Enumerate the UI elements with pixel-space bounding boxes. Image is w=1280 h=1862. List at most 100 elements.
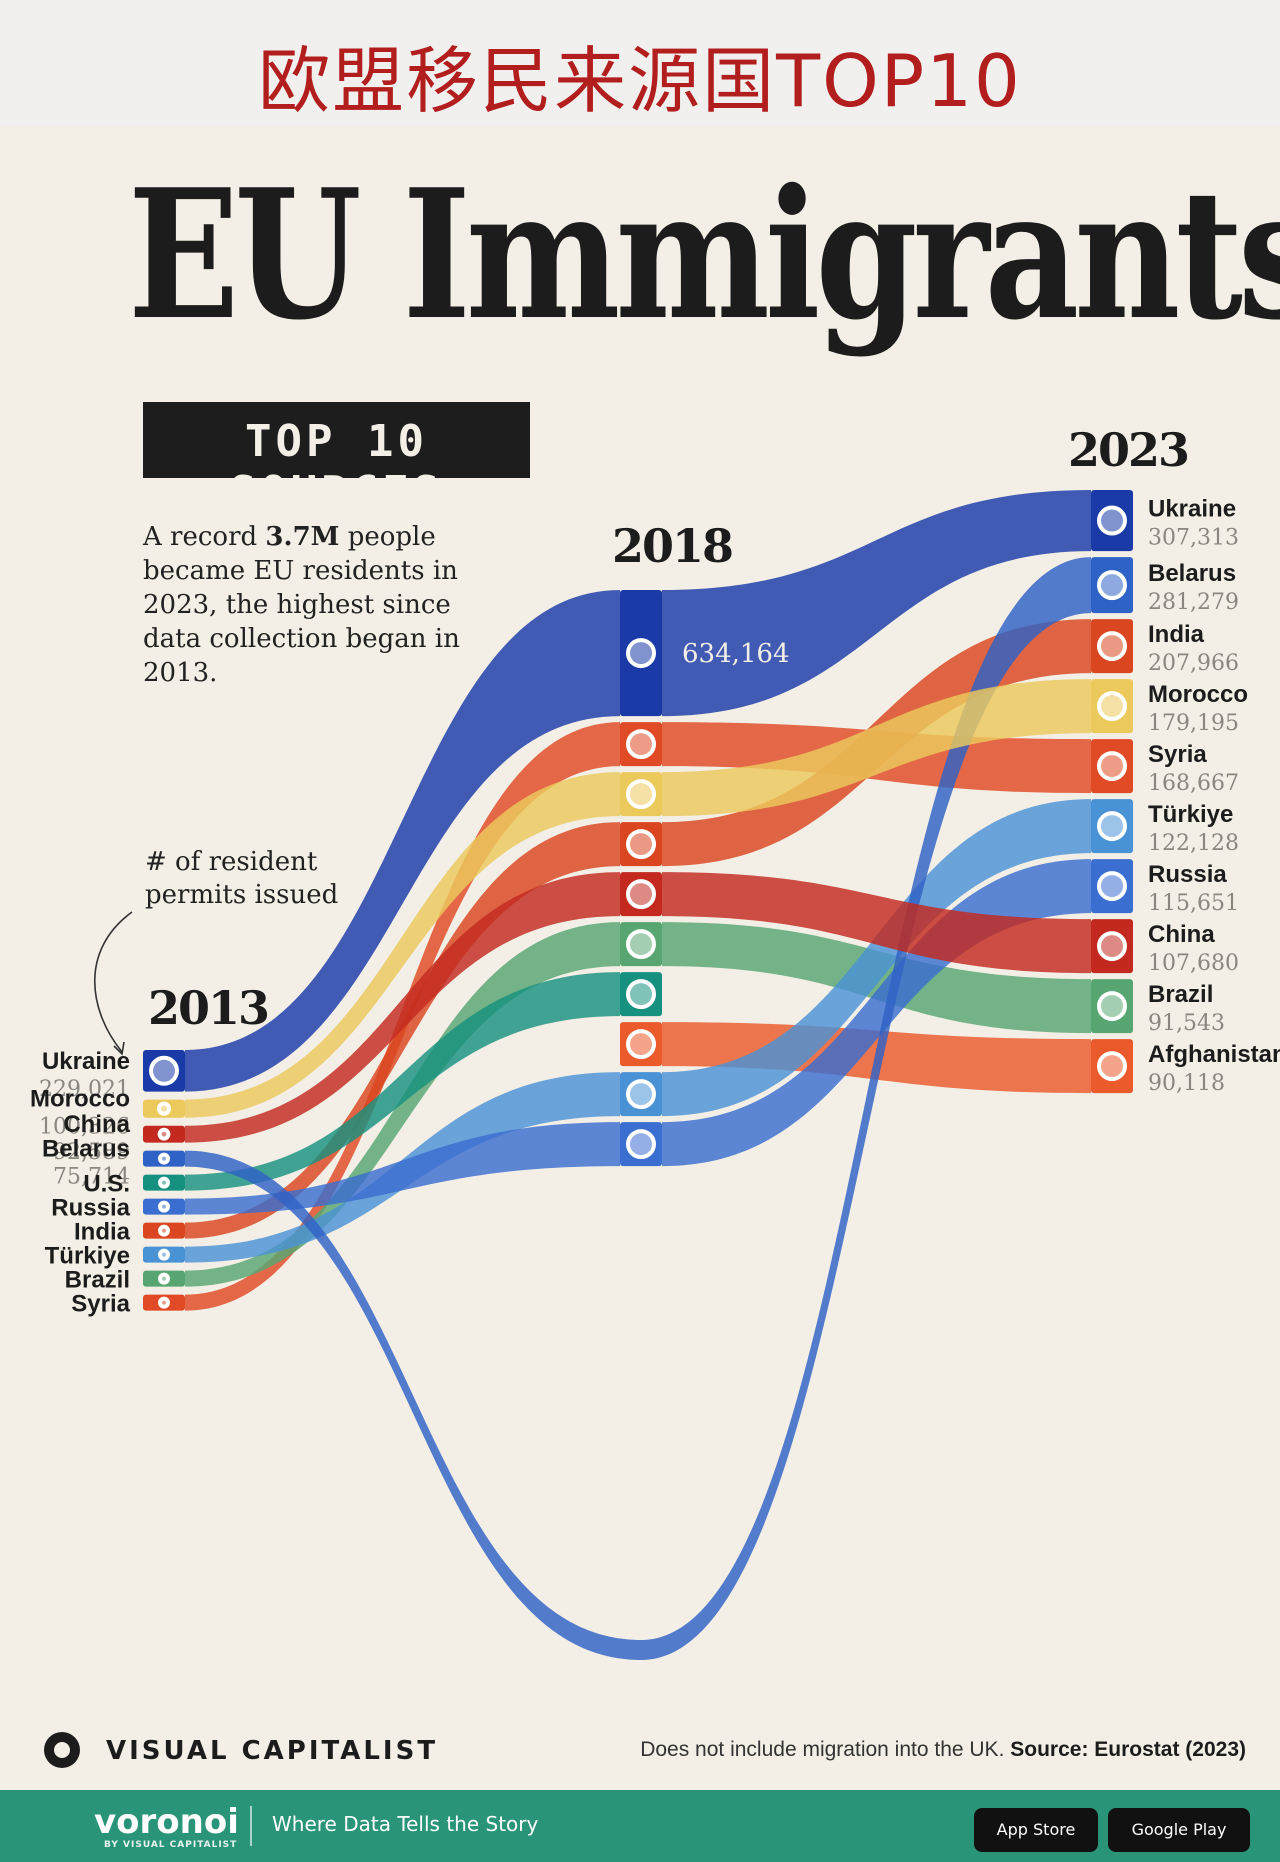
flag-inner-russia-2018 — [630, 1133, 652, 1156]
note-text: Does not include migration into the UK. — [640, 1738, 1011, 1761]
vc-brand: VISUAL CAPITALIST — [106, 1736, 439, 1766]
flag-inner-brazil-2018 — [630, 933, 652, 956]
flow-brazil-2013 — [185, 922, 620, 1287]
value-2023-t-rkiye: 122,128 — [1148, 831, 1239, 856]
app-store-button[interactable]: App Store — [974, 1808, 1098, 1852]
flag-inner-india-2018 — [630, 833, 652, 856]
top-banner: 欧盟移民来源国TOP10 — [0, 0, 1280, 126]
flag-inner-belarus-2013 — [162, 1156, 166, 1161]
flag-inner-morocco-2018 — [630, 783, 652, 806]
flag-inner-belarus-2023 — [1101, 574, 1123, 597]
flag-inner-morocco-2023 — [1101, 695, 1123, 718]
flag-inner-india-2023 — [1101, 635, 1123, 658]
flow-ukraine-2018 — [662, 490, 1091, 717]
value-2013-ukraine: 229,021 — [39, 1077, 130, 1102]
flag-inner-brazil-2013 — [162, 1276, 166, 1281]
value-2023-afghanistan: 90,118 — [1148, 1071, 1225, 1096]
subtitle-box: TOP 10 SOURCES — [143, 402, 530, 518]
value-2023-ukraine: 307,313 — [1148, 526, 1239, 551]
flow-belarus-2013a — [185, 1150, 641, 1660]
flag-inner-t-rkiye-2023 — [1101, 815, 1123, 838]
label-2013-ukraine: Ukraine — [42, 1048, 130, 1075]
flag-inner-syria-2018 — [630, 733, 652, 756]
label-2023-afghanistan: Afghanistan — [1148, 1041, 1280, 1068]
annotation-arrowhead — [113, 1041, 125, 1056]
value-2018-ukraine: 634,164 — [682, 639, 790, 669]
flag-inner-brazil-2023 — [1101, 995, 1123, 1018]
subtitle: TOP 10 SOURCES — [229, 416, 444, 518]
label-2013-syria: Syria — [71, 1291, 130, 1318]
year-label-2018: 2018 — [612, 519, 732, 573]
intro-pre: A record — [143, 522, 266, 552]
year-label-2013: 2013 — [148, 981, 268, 1035]
flag-inner-afghanistan-2018 — [630, 1033, 652, 1056]
flag-inner-morocco-2013 — [160, 1105, 168, 1112]
source-text: Source: Eurostat (2023) — [1010, 1738, 1246, 1761]
value-2013-china: 92,589 — [53, 1140, 130, 1165]
flag-inner-afghanistan-2023 — [1101, 1055, 1123, 1078]
value-2023-china: 107,680 — [1148, 951, 1239, 976]
permits-note: # of resident permits issued — [145, 847, 339, 910]
flag-inner-t-rkiye-2018 — [630, 1083, 652, 1106]
flag-inner-syria-2013 — [162, 1300, 166, 1305]
label-2013-india: India — [74, 1219, 131, 1246]
value-2013-morocco: 100,326 — [39, 1115, 130, 1140]
flag-inner-india-2013 — [162, 1228, 166, 1233]
flag-inner-ukraine-2018 — [630, 642, 652, 665]
label-2013-u-s: U.S. — [83, 1171, 130, 1198]
label-2013-china: China — [63, 1111, 130, 1138]
flag-inner-russia-2013 — [162, 1204, 166, 1209]
flag-inner-russia-2023 — [1101, 875, 1123, 898]
label-2023-india: India — [1148, 621, 1205, 648]
year-label-2023: 2023 — [1068, 423, 1188, 477]
flow-u-s-2013 — [185, 972, 620, 1191]
flow-ukraine-2013 — [185, 590, 620, 1092]
value-2023-morocco: 179,195 — [1148, 711, 1239, 736]
vc-logo-icon-inner — [54, 1742, 70, 1758]
flag-inner-china-2018 — [630, 883, 652, 906]
intro-post: people became EU residents in 2023, the … — [143, 522, 460, 688]
value-2023-belarus: 281,279 — [1148, 590, 1239, 615]
google-play-button[interactable]: Google Play — [1108, 1808, 1250, 1852]
label-2023-china: China — [1148, 921, 1215, 948]
flow-china-2018 — [662, 872, 1091, 974]
value-2023-russia: 115,651 — [1148, 891, 1239, 916]
label-2023-syria: Syria — [1148, 741, 1207, 768]
label-2023-t-rkiye: Türkiye — [1148, 801, 1233, 828]
flag-inner-u-s-2018 — [630, 983, 652, 1006]
flow-india-2013 — [185, 822, 620, 1239]
label-2013-t-rkiye: Türkiye — [45, 1243, 130, 1270]
flag-inner-ukraine-2013 — [153, 1059, 175, 1082]
label-2023-russia: Russia — [1148, 861, 1227, 888]
value-2023-syria: 168,667 — [1148, 771, 1239, 796]
flow-morocco-2018 — [662, 679, 1091, 817]
flow-morocco-2013 — [185, 772, 620, 1118]
value-2013-belarus: 75,714 — [53, 1165, 130, 1190]
label-2013-morocco: Morocco — [30, 1086, 130, 1113]
value-2023-india: 207,966 — [1148, 651, 1239, 676]
intro-text: A record 3.7M people became EU residents… — [143, 520, 473, 690]
label-2023-belarus: Belarus — [1148, 560, 1236, 587]
flag-inner-china-2023 — [1101, 935, 1123, 958]
flow-russia-2013 — [185, 1122, 620, 1215]
page-title: EU Immigrants — [128, 150, 1280, 359]
value-2023-brazil: 91,543 — [1148, 1011, 1225, 1036]
intro-highlight: 3.7M — [265, 522, 340, 552]
flow-t-rkiye-2018 — [662, 799, 1091, 1117]
flow-belarus-2013b — [641, 557, 1091, 1661]
label-2023-brazil: Brazil — [1148, 981, 1213, 1008]
flag-inner-china-2013 — [161, 1131, 167, 1137]
label-2013-russia: Russia — [51, 1195, 130, 1222]
voronoi-sub: BY VISUAL CAPITALIST — [104, 1840, 238, 1850]
flag-inner-syria-2023 — [1101, 755, 1123, 778]
label-2023-ukraine: Ukraine — [1148, 496, 1236, 523]
source-note: Does not include migration into the UK. … — [640, 1738, 1246, 1762]
banner-title: 欧盟移民来源国TOP10 — [258, 39, 1022, 123]
flows — [185, 490, 1091, 1661]
voronoi-logo[interactable]: voronoi — [94, 1802, 239, 1842]
label-2013-belarus: Belarus — [42, 1136, 130, 1163]
annotation-arrow — [93, 911, 133, 1053]
flag-inner-ukraine-2023 — [1101, 509, 1123, 532]
flag-inner-t-rkiye-2013 — [162, 1252, 166, 1257]
